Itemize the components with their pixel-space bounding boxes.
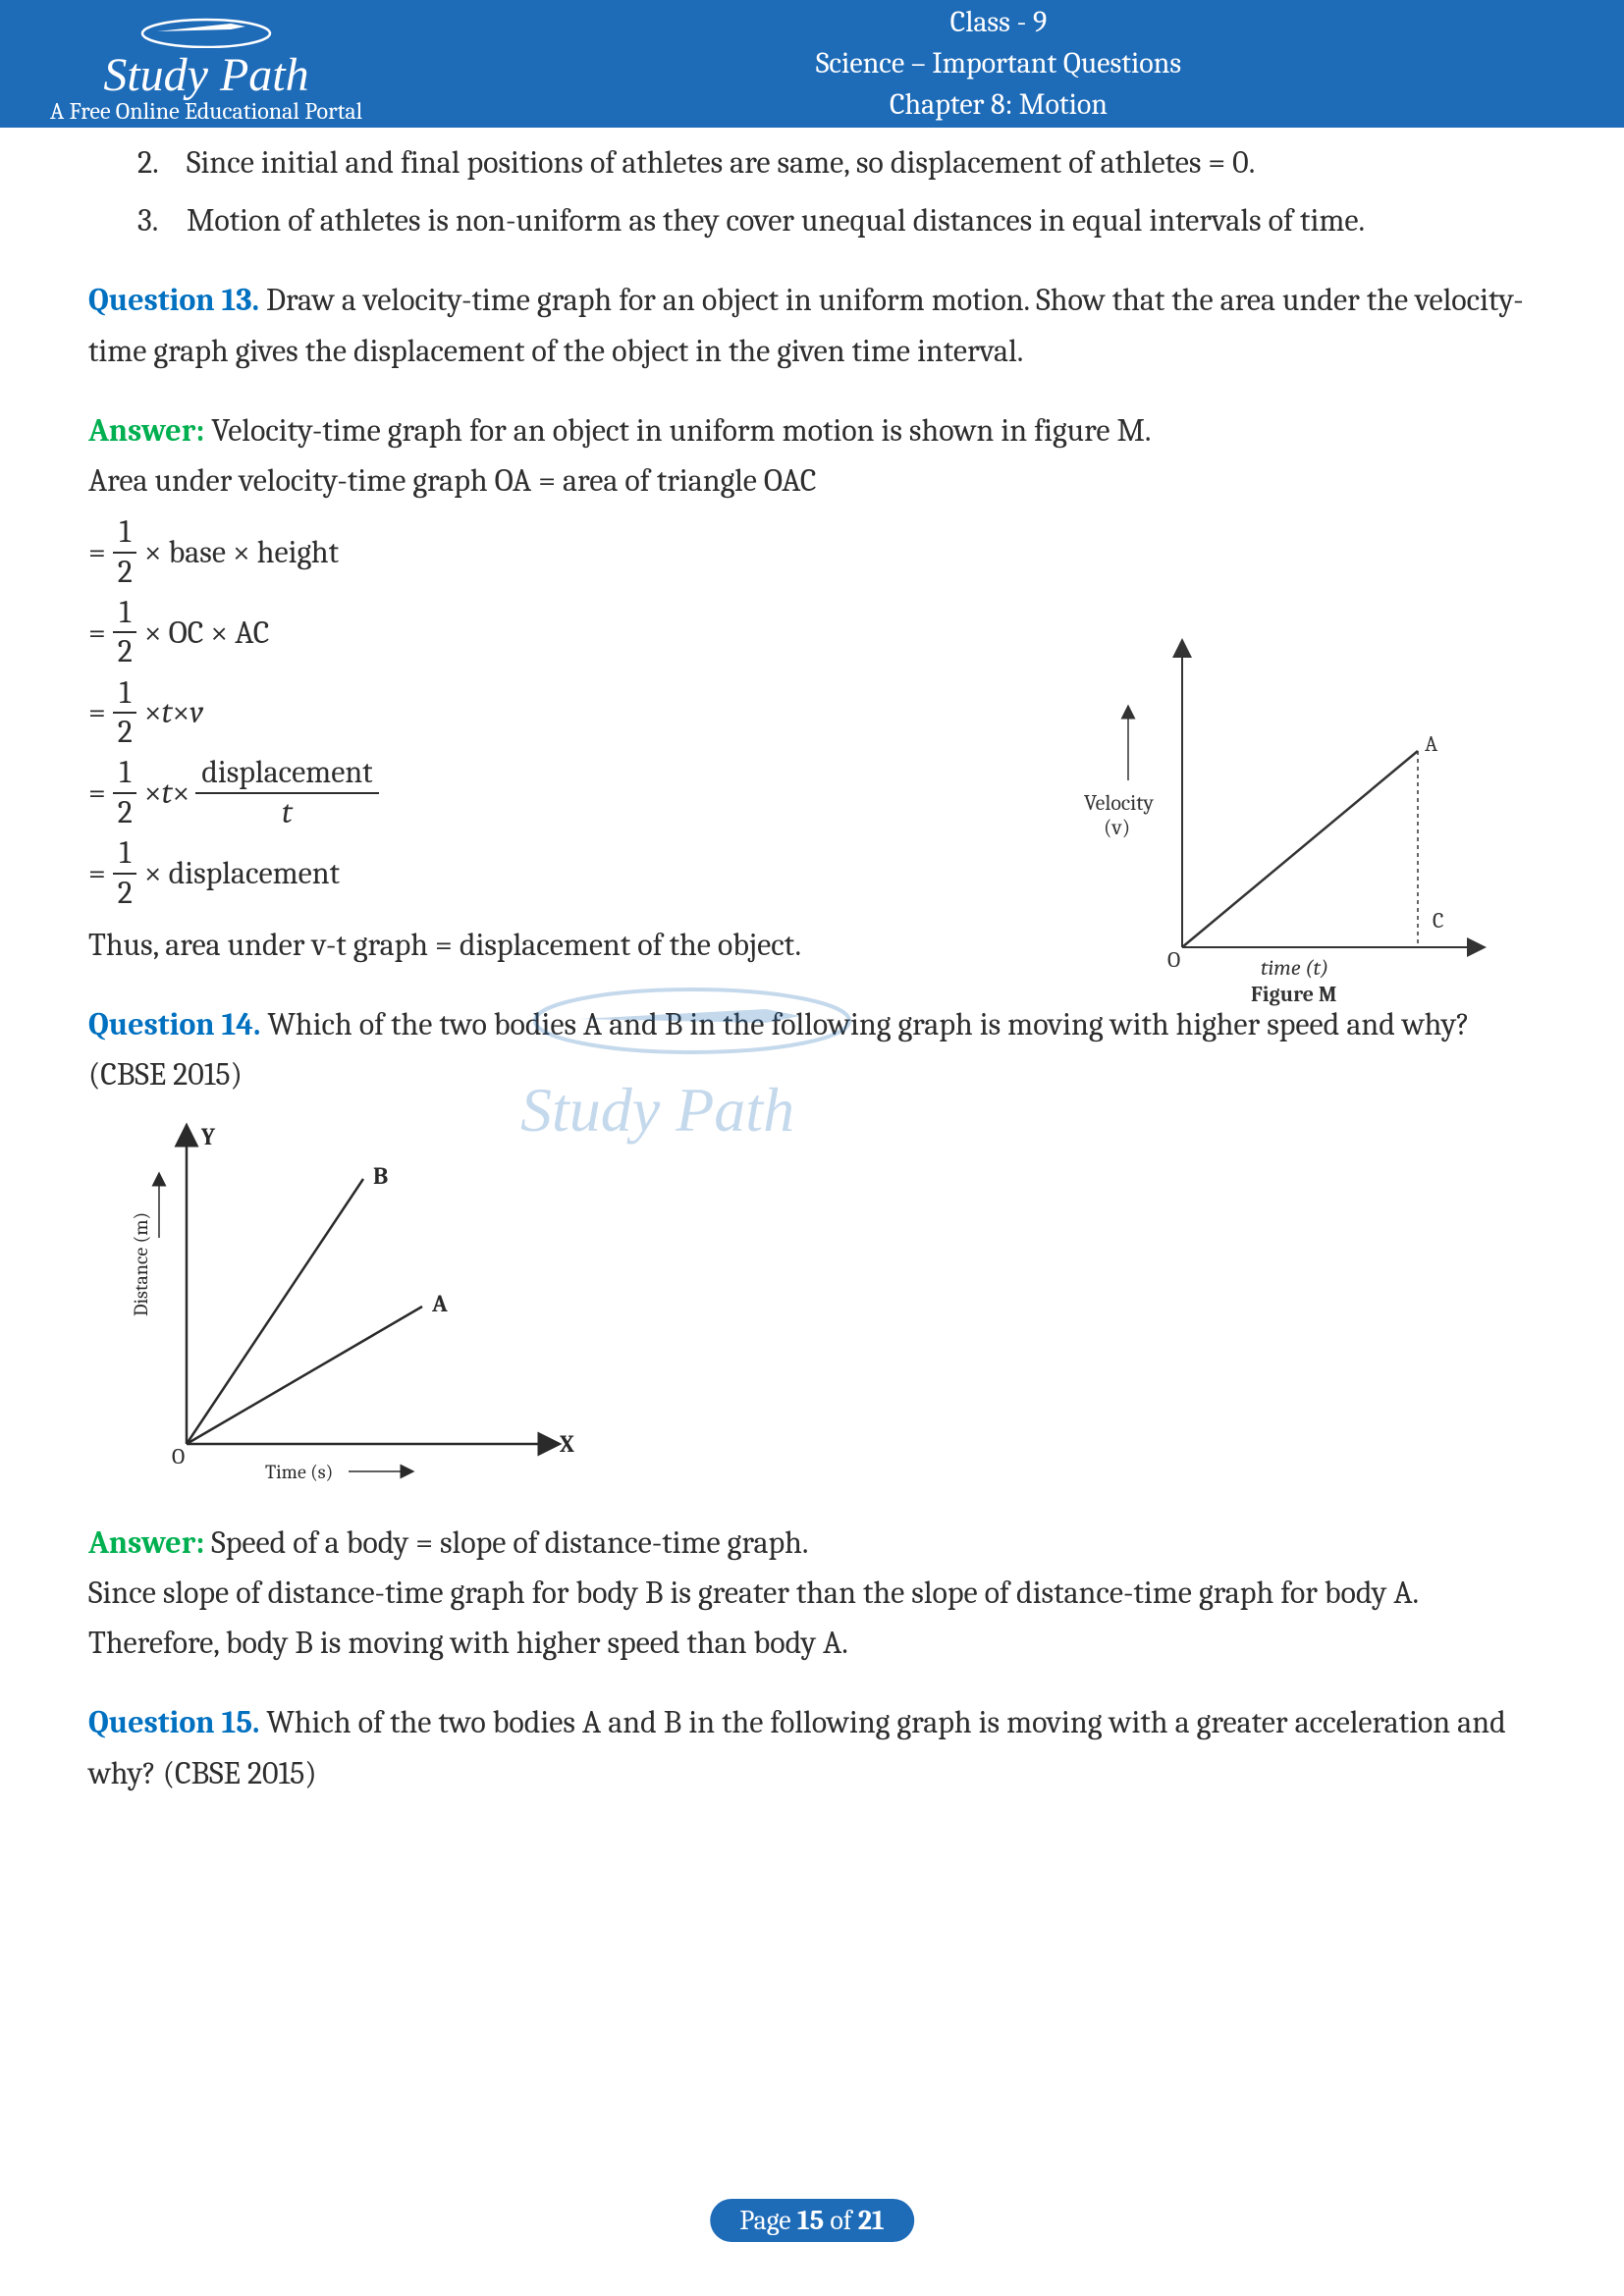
svg-text:(v): (v) bbox=[1104, 815, 1130, 840]
svg-text:O: O bbox=[172, 1444, 185, 1469]
answer-label: Answer: bbox=[88, 1524, 204, 1561]
distance-time-graph: Y X B A O Distance (m) Time (s) bbox=[118, 1120, 589, 1493]
answer-line2: Since slope of distance-time graph for b… bbox=[88, 1568, 1536, 1668]
question-label: Question 13. bbox=[88, 282, 259, 318]
question-text: Draw a velocity-time graph for an object… bbox=[88, 282, 1524, 368]
subject-line: Science – Important Questions bbox=[393, 43, 1604, 84]
list-number: 3. bbox=[137, 195, 187, 245]
logo-section: Study Path A Free Online Educational Por… bbox=[20, 4, 393, 125]
velocity-time-graph: A C O Velocity (v) time (t) Figure M bbox=[1074, 633, 1496, 1016]
answer-14: Answer: Speed of a body = slope of dista… bbox=[88, 1518, 1536, 1669]
answer-13: Answer: Velocity-time graph for an objec… bbox=[88, 405, 1536, 506]
answer-text: Velocity-time graph for an object in uni… bbox=[204, 412, 1151, 449]
svg-text:Distance (m): Distance (m) bbox=[130, 1211, 152, 1315]
eq-2: = 12 × OC × AC bbox=[88, 594, 795, 671]
svg-text:A: A bbox=[1425, 731, 1438, 757]
math-derivation: = 12 × base × height = 12 × OC × AC = 12… bbox=[88, 513, 795, 912]
list-item-3: 3. Motion of athletes is non-uniform as … bbox=[88, 195, 1536, 245]
class-line: Class - 9 bbox=[393, 2, 1604, 43]
svg-text:Time (s): Time (s) bbox=[265, 1461, 333, 1483]
logo-name: Study Path bbox=[103, 48, 308, 102]
page-total: 21 bbox=[858, 2205, 885, 2236]
svg-text:B: B bbox=[373, 1162, 388, 1190]
page-header: Study Path A Free Online Educational Por… bbox=[0, 0, 1624, 128]
footer-prefix: Page bbox=[739, 2205, 797, 2236]
list-text: Since initial and final positions of ath… bbox=[187, 137, 1255, 187]
eq-3: = 12 × t × v bbox=[88, 674, 795, 752]
svg-text:Y: Y bbox=[200, 1123, 216, 1150]
question-13: Question 13. Draw a velocity-time graph … bbox=[88, 275, 1536, 375]
svg-text:time (t): time (t) bbox=[1261, 955, 1328, 981]
answer-text: Speed of a body = slope of distance-time… bbox=[204, 1524, 808, 1561]
question-label: Question 14. bbox=[88, 1006, 260, 1042]
page-current: 15 bbox=[797, 2205, 824, 2236]
answer-label: Answer: bbox=[88, 412, 204, 449]
svg-text:O: O bbox=[1167, 947, 1180, 973]
list-number: 2. bbox=[137, 137, 187, 187]
eq-4: = 12 × t × displacementt bbox=[88, 754, 795, 831]
answer-line2: Area under velocity-time graph OA = area… bbox=[88, 455, 1536, 506]
svg-text:C: C bbox=[1433, 908, 1443, 934]
question-15: Question 15. Which of the two bodies A a… bbox=[88, 1697, 1536, 1797]
svg-text:X: X bbox=[560, 1430, 574, 1458]
logo-tagline: A Free Online Educational Portal bbox=[50, 97, 362, 125]
list-text: Motion of athletes is non-uniform as the… bbox=[187, 195, 1365, 245]
question-text: Which of the two bodies A and B in the f… bbox=[88, 1704, 1506, 1790]
pen-icon bbox=[137, 4, 275, 48]
list-item-2: 2. Since initial and final positions of … bbox=[88, 137, 1536, 187]
question-label: Question 15. bbox=[88, 1704, 259, 1740]
svg-text:Velocity: Velocity bbox=[1084, 790, 1154, 816]
page-footer: Page 15 of 21 bbox=[710, 2199, 914, 2242]
chapter-line: Chapter 8: Motion bbox=[393, 84, 1604, 126]
svg-text:Figure M: Figure M bbox=[1251, 982, 1336, 1007]
eq-1: = 12 × base × height bbox=[88, 513, 795, 591]
svg-text:A: A bbox=[431, 1290, 448, 1317]
header-titles: Class - 9 Science – Important Questions … bbox=[393, 2, 1604, 126]
eq-5: = 12 × displacement bbox=[88, 834, 795, 912]
footer-mid: of bbox=[824, 2205, 858, 2236]
question-text: Which of the two bodies A and B in the f… bbox=[88, 1006, 1470, 1093]
